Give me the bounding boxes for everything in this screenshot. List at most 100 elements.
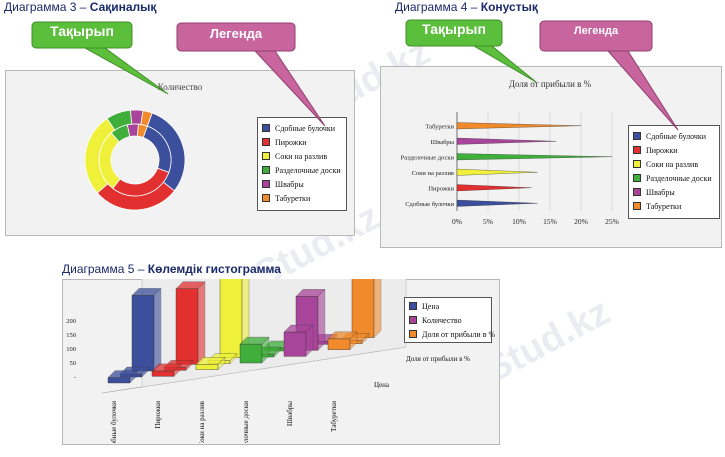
ring-legend-item: Разделочные доски xyxy=(258,163,346,177)
legend-swatch xyxy=(262,180,270,188)
legend-swatch xyxy=(262,194,270,202)
ring-slice-inner xyxy=(136,123,148,138)
cone-legend-item: Разделочные доски xyxy=(629,171,719,185)
cone-x-tick: 15% xyxy=(543,217,557,226)
ring-chart-legend: Сдобные булочки Пирожки Соки на разлив Разд… xyxy=(257,117,347,211)
volume-legend-item: Доля от прибыли в % xyxy=(405,327,495,341)
cone-bar xyxy=(456,184,532,192)
legend-label: Количество xyxy=(422,315,462,325)
legend-swatch xyxy=(409,302,417,310)
cone-x-tick: 0% xyxy=(452,217,462,226)
volume-category-label: Табуретки xyxy=(330,401,338,432)
volume-bar-front xyxy=(131,295,155,372)
callout-legend-ring xyxy=(176,22,326,127)
cone-x-tick: 5% xyxy=(483,217,493,226)
caption-diagram-3: Диаграмма 3 – Сақиналық xyxy=(4,0,157,14)
legend-swatch xyxy=(409,316,417,324)
cone-legend-item: Швабры xyxy=(629,185,719,199)
cone-category-label: Табуретки xyxy=(425,123,454,130)
volume-bar-side xyxy=(229,353,238,365)
volume-category-label: Соки на разлив xyxy=(198,400,206,443)
cone-legend-item: Соки на разлив xyxy=(629,157,719,171)
legend-swatch xyxy=(633,160,641,168)
legend-label: Пирожки xyxy=(275,137,307,147)
cone-x-tick: 10% xyxy=(512,217,526,226)
volume-bar-front xyxy=(327,338,351,350)
volume-y-tick: 50 xyxy=(70,360,77,367)
legend-label: Соки на разлив xyxy=(646,159,699,169)
volume-bar-side xyxy=(129,370,138,384)
legend-label: Табуретки xyxy=(646,201,682,211)
volume-category-label: Швабры xyxy=(286,401,294,426)
volume-bar-side xyxy=(173,363,182,377)
callout-title-ring xyxy=(31,21,169,95)
legend-swatch xyxy=(262,152,270,160)
ring-legend-item: Соки на разлив xyxy=(258,149,346,163)
ring-legend-item: Пирожки xyxy=(258,135,346,149)
cone-chart: 0% 5% 10% 15% 20% 25% Табуретки Швабры Разделочн… xyxy=(401,112,619,226)
volume-bar-side xyxy=(141,366,150,378)
legend-label: Разделочные доски xyxy=(275,165,341,175)
callout-title-cone-label: Тақырып xyxy=(422,21,486,37)
legend-label: Швабры xyxy=(646,187,675,197)
volume-bar-side xyxy=(153,287,162,372)
volume-bar-front xyxy=(283,331,307,357)
volume-bar-side xyxy=(197,281,206,365)
volume-category-label: Разделочные доски xyxy=(242,401,250,443)
volume-chart-legend: Цена Количество Доля от прибыли в % xyxy=(404,297,495,343)
legend-label: Соки на разлив xyxy=(275,151,328,161)
callout-legend-ring-label: Легенда xyxy=(209,26,263,41)
volume-y-tick: 150 xyxy=(66,332,76,339)
volume-bar-side xyxy=(373,279,382,339)
legend-label: Швабры xyxy=(275,179,304,189)
ring-legend-item: Швабры xyxy=(258,177,346,191)
callout-legend-cone-label: Легенда xyxy=(573,25,619,37)
cone-category-label: Швабры xyxy=(431,139,455,146)
legend-swatch xyxy=(262,166,270,174)
cone-chart-title: Доля от прибыли в % xyxy=(508,79,592,89)
volume-bar-front xyxy=(195,364,219,370)
volume-bar-front xyxy=(219,279,243,358)
legend-label: Сдобные булочки xyxy=(646,131,707,141)
cone-chart-legend: Сдобные булочки Пирожки Соки на разлив Разд… xyxy=(628,125,720,219)
legend-swatch xyxy=(409,330,417,338)
cone-x-tick: 25% xyxy=(605,217,619,226)
volume-bar-front xyxy=(239,343,263,364)
legend-swatch xyxy=(633,202,641,210)
legend-label: Пирожки xyxy=(646,145,678,155)
ring-legend-item: Сдобные булочки xyxy=(258,121,346,135)
legend-label: Доля от прибыли в % xyxy=(422,329,496,339)
legend-swatch xyxy=(262,138,270,146)
ring-legend-item: Табуретки xyxy=(258,191,346,205)
volume-bar-front xyxy=(351,279,375,338)
legend-swatch xyxy=(633,146,641,154)
ring-chart xyxy=(84,109,186,211)
cone-legend-item: Сдобные булочки xyxy=(629,129,719,143)
cone-bar xyxy=(456,153,613,161)
cone-x-tick: 20% xyxy=(574,217,588,226)
volume-bar-front xyxy=(175,288,199,365)
legend-label: Разделочные доски xyxy=(646,173,712,183)
legend-swatch xyxy=(633,174,641,182)
volume-bar-front xyxy=(151,370,175,377)
volume-legend-item: Количество xyxy=(405,313,491,327)
legend-swatch xyxy=(633,188,641,196)
legend-label: Табуретки xyxy=(275,193,311,203)
cone-bar xyxy=(456,122,582,130)
callout-title-cone xyxy=(405,19,537,83)
volume-depth-label: Цена xyxy=(374,381,390,389)
cone-legend-item: Табуретки xyxy=(629,199,719,213)
volume-bar-side xyxy=(261,336,270,364)
cone-bar xyxy=(456,137,557,145)
callout-title-ring-label: Тақырып xyxy=(50,23,114,39)
cone-bar xyxy=(456,199,538,207)
volume-bar-side xyxy=(273,346,282,358)
volume-bar-side xyxy=(317,288,326,351)
volume-legend-item: Цена xyxy=(405,299,491,313)
caption-diagram-5: Диаграмма 5 – Көлемдік гистограмма xyxy=(62,262,281,276)
callout-legend-cone xyxy=(539,20,679,131)
volume-bar-front xyxy=(107,377,131,384)
cone-category-label: Сдобные булочки xyxy=(405,201,454,208)
volume-bar-side xyxy=(185,359,194,371)
cone-bar xyxy=(456,168,538,176)
